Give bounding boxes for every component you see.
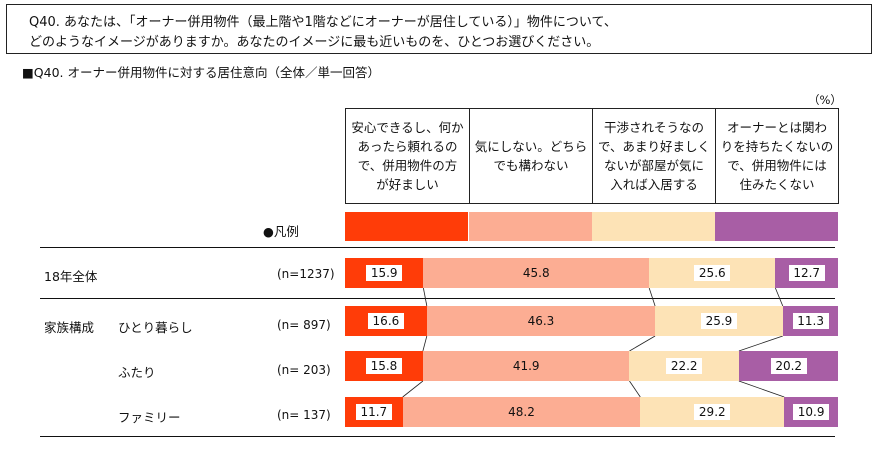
- connector-line: [738, 380, 785, 398]
- divider-top: [40, 247, 835, 248]
- data-label: 15.9: [366, 265, 403, 281]
- row-n: (n= 203): [277, 363, 331, 377]
- row-label: ひとり暮らし: [118, 320, 193, 335]
- legend-header-2-line: でも構わない: [493, 158, 569, 173]
- bar-segment: [423, 258, 650, 288]
- legend-header-4-line: で、併用物件には: [727, 158, 827, 173]
- data-label: 16.6: [367, 313, 404, 329]
- row-label: ふたり: [118, 365, 156, 380]
- legend-header-4: オーナーとは関わ りを持ちたくないの で、併用物件には 住みたくない: [715, 108, 839, 204]
- bar-segment: [402, 397, 641, 427]
- legend-header-3-line: ないが部屋が気に: [603, 158, 704, 173]
- bar-segment: [426, 306, 656, 336]
- data-label: 10.9: [793, 404, 830, 420]
- chart-subtitle: ■Q40. オーナー併用物件に対する居住意向（全体／単一回答）: [22, 65, 381, 80]
- row-label: ファミリー: [118, 410, 181, 425]
- data-label: 29.2: [694, 404, 731, 420]
- legend-header-4-line: りを持ちたくないの: [720, 139, 834, 154]
- question-box: Q40. あなたは、「オーナー併用物件（最上階や1階などにオーナーが居住している…: [6, 4, 872, 54]
- legend-swatch-3: [592, 212, 715, 241]
- bar-segment: [422, 351, 630, 381]
- legend-header-2-line: 気にしない。どちら: [474, 139, 588, 154]
- connector-line: [422, 335, 428, 352]
- connector-line: [629, 380, 641, 398]
- data-label: 22.2: [666, 358, 703, 374]
- legend-header-1-line: が好ましい: [376, 177, 439, 192]
- row-n: (n= 897): [277, 318, 331, 332]
- data-label: 41.9: [512, 359, 540, 373]
- legend-header-1-line: 安心できるし、何か: [351, 120, 464, 135]
- connector-line: [422, 287, 428, 307]
- data-label: 15.8: [365, 358, 402, 374]
- row-group-label: 家族構成: [44, 320, 95, 335]
- data-label: 45.8: [522, 266, 550, 280]
- data-label: 46.3: [527, 314, 555, 328]
- data-label: 11.3: [792, 313, 829, 329]
- legend-header-4-line: 住みたくない: [739, 177, 815, 192]
- question-line-2: どのようなイメージがありますか。あなたのイメージに最も近いものを、ひとつお選びく…: [29, 35, 600, 50]
- question-line-1: Q40. あなたは、「オーナー併用物件（最上階や1階などにオーナーが居住している…: [29, 15, 617, 30]
- legend-header-3-line: 干渉されそうなの: [603, 120, 704, 135]
- connector-line: [738, 335, 783, 352]
- legend-header-1-line: で、併用物件の方: [357, 158, 458, 173]
- legend-header-3-line: で、あまり好ましく: [597, 139, 710, 154]
- connector-line: [402, 380, 424, 398]
- legend-swatch-1: [345, 212, 468, 241]
- data-label: 25.9: [700, 313, 737, 329]
- data-label: 48.2: [508, 405, 535, 419]
- legend-header-4-line: オーナーとは関わ: [726, 120, 827, 135]
- data-label: 25.6: [694, 265, 731, 281]
- legend-header-3-line: 入れば入居する: [610, 177, 698, 192]
- divider-middle: [40, 298, 835, 299]
- legend-swatch-4: [715, 212, 838, 241]
- row-n: (n= 137): [277, 408, 331, 422]
- data-label: 12.7: [788, 265, 825, 281]
- row-group-label: 18年全体: [44, 269, 98, 284]
- divider-bottom: [40, 436, 835, 437]
- legend-header-3: 干渉されそうなの で、あまり好ましく ないが部屋が気に 入れば入居する: [592, 108, 716, 204]
- legend-swatch-2: [469, 212, 592, 241]
- data-label: 11.7: [355, 404, 392, 420]
- unit-label: （%）: [808, 93, 842, 107]
- row-n: (n=1237): [277, 267, 335, 281]
- legend-header-1-line: あったら頼れるの: [357, 139, 458, 154]
- connector-line: [648, 287, 656, 307]
- connector-line: [775, 287, 784, 307]
- legend-label: ●凡例: [263, 224, 299, 239]
- connector-line: [629, 335, 656, 352]
- data-label: 20.2: [770, 358, 807, 374]
- legend-header-1: 安心できるし、何か あったら頼れるの で、併用物件の方 が好ましい: [345, 108, 470, 204]
